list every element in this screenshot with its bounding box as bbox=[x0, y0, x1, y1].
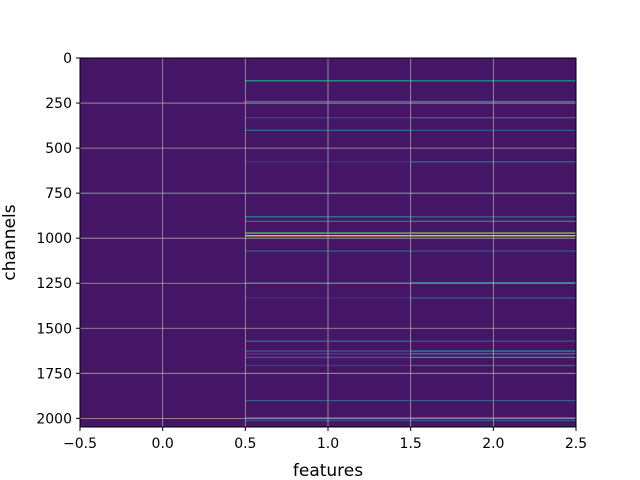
x-axis-ticks: −0.5 0.0 0.5 1.0 1.5 2.0 2.5 bbox=[63, 427, 587, 452]
y-tick-label: 0 bbox=[63, 51, 72, 67]
x-tick-label: 2.0 bbox=[482, 436, 504, 452]
y-tick-label: 500 bbox=[45, 141, 72, 157]
y-tick-label: 1000 bbox=[36, 231, 72, 247]
x-tick-label: 0.5 bbox=[234, 436, 256, 452]
y-tick-label: 1250 bbox=[36, 276, 72, 292]
y-tick-label: 1500 bbox=[36, 321, 72, 337]
x-tick-label: 1.5 bbox=[400, 436, 422, 452]
x-tick-label: 0.0 bbox=[152, 436, 174, 452]
y-tick-label: 2000 bbox=[36, 411, 72, 427]
y-axis-ticks: 0 250 500 750 1000 1250 1500 1750 2000 bbox=[36, 51, 80, 427]
x-axis-label: features bbox=[293, 461, 363, 480]
x-tick-label: 1.0 bbox=[317, 436, 339, 452]
x-tick-label: −0.5 bbox=[63, 436, 97, 452]
x-tick-label: 2.5 bbox=[565, 436, 587, 452]
y-tick-label: 750 bbox=[45, 186, 72, 202]
y-axis-label: channels bbox=[0, 204, 20, 280]
y-tick-label: 1750 bbox=[36, 366, 72, 382]
y-tick-label: 250 bbox=[45, 96, 72, 112]
